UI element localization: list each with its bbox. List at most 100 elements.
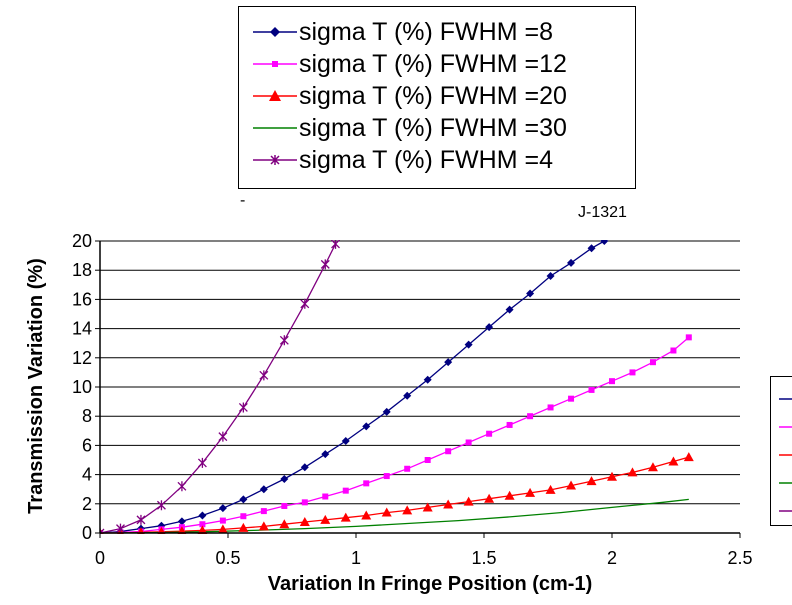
data-point (382, 407, 391, 416)
data-point (177, 526, 187, 534)
y-tick-label: 12 (72, 348, 92, 368)
data-point (259, 485, 268, 494)
gridlines (100, 240, 740, 534)
data-point (443, 499, 454, 509)
data-point (422, 502, 433, 512)
y-tick-label: 10 (72, 377, 92, 397)
data-point (279, 519, 290, 529)
legend-item: sigma T (%) FWHM =30 (239, 113, 635, 143)
data-point (629, 369, 636, 376)
data-point (340, 512, 351, 522)
legend: sigma T (%) FWHM =8 sigma T (%) FWHM =12… (238, 6, 636, 189)
data-point (486, 430, 493, 437)
data-point (177, 481, 187, 492)
plot-lines (100, 240, 690, 534)
series-line-3 (100, 498, 689, 534)
legend-swatch-fwhm-20 (253, 90, 297, 101)
data-point (239, 495, 248, 504)
data-point (361, 510, 372, 520)
data-point (505, 305, 514, 314)
data-point (568, 395, 575, 402)
data-point (586, 476, 597, 486)
data-point (402, 505, 413, 515)
data-point (504, 490, 515, 500)
data-point (567, 258, 576, 267)
y-axis-label: Transmission Variation (%) (25, 258, 47, 514)
data-point (177, 517, 186, 526)
data-point (320, 514, 331, 524)
data-point (238, 522, 249, 532)
data-point (301, 499, 308, 506)
data-point (280, 474, 289, 483)
data-point (198, 511, 207, 520)
x-tick-label: 2.5 (727, 548, 752, 568)
data-point (485, 323, 494, 332)
annotation-code: J-1321 (578, 204, 627, 221)
data-point (100, 528, 105, 534)
data-point (238, 402, 248, 413)
y-tick-label: 0 (82, 523, 92, 543)
data-point (683, 452, 694, 462)
y-tick-label: 18 (72, 260, 92, 280)
x-tick-label: 1.5 (471, 548, 496, 568)
legend-item: sigma T (%) FWHM =20 (239, 81, 635, 111)
series-line-2 (100, 456, 689, 534)
data-point (627, 467, 638, 477)
data-point (403, 391, 412, 400)
x-axis-label: Variation In Fringe Position (cm-1) (268, 573, 592, 595)
y-tick-label: 6 (82, 435, 92, 455)
data-point (465, 439, 472, 446)
data-point (463, 496, 474, 506)
data-point (444, 358, 453, 367)
plot-markers (100, 240, 694, 534)
legend-swatch-fwhm-12 (253, 61, 297, 67)
y-tick-label: 2 (82, 494, 92, 514)
data-point (600, 240, 609, 245)
legend-item: sigma T (%) FWHM =12 (239, 49, 635, 79)
data-point (240, 513, 247, 520)
y-tick-label: 4 (82, 465, 92, 485)
data-point (300, 463, 309, 472)
legend-label: sigma T (%) FWHM =20 (299, 82, 567, 110)
x-tick-label: 0.5 (215, 548, 240, 568)
legend-item: sigma T (%) FWHM =4 (239, 145, 635, 175)
data-point (527, 413, 534, 420)
legend-swatch-fwhm-30 (253, 127, 297, 129)
legend-item: sigma T (%) FWHM =8 (239, 17, 635, 47)
y-tick-label: 8 (82, 406, 92, 426)
data-point (322, 493, 329, 500)
series-line-4 (100, 243, 337, 534)
data-point (649, 359, 656, 366)
data-point (484, 493, 495, 503)
data-point (668, 456, 679, 466)
data-point (156, 500, 166, 511)
data-point (197, 457, 207, 468)
data-point (281, 502, 288, 509)
data-point (217, 524, 228, 534)
legend-label: sigma T (%) FWHM =12 (299, 50, 567, 78)
legend-swatch-fwhm-4 (253, 155, 297, 165)
data-point (300, 298, 310, 309)
data-point (525, 487, 536, 497)
data-point (199, 521, 206, 528)
data-point (258, 521, 269, 531)
legend-label: sigma T (%) FWHM =4 (299, 146, 553, 174)
data-point (116, 523, 125, 534)
data-point (157, 526, 166, 534)
data-point (331, 240, 340, 249)
data-point (259, 370, 269, 381)
data-point (363, 480, 370, 487)
data-point (342, 487, 349, 494)
y-tick-label: 16 (72, 289, 92, 309)
x-tick-label: 1 (351, 548, 361, 568)
legend-label: sigma T (%) FWHM =8 (299, 18, 553, 46)
data-point (279, 335, 289, 346)
y-tick-label: 14 (72, 319, 92, 339)
data-point (607, 471, 617, 481)
data-point (464, 340, 473, 349)
data-point (383, 473, 390, 480)
data-point (136, 514, 146, 525)
series-line-0 (100, 240, 605, 534)
data-point (423, 375, 432, 384)
data-point (588, 386, 595, 393)
